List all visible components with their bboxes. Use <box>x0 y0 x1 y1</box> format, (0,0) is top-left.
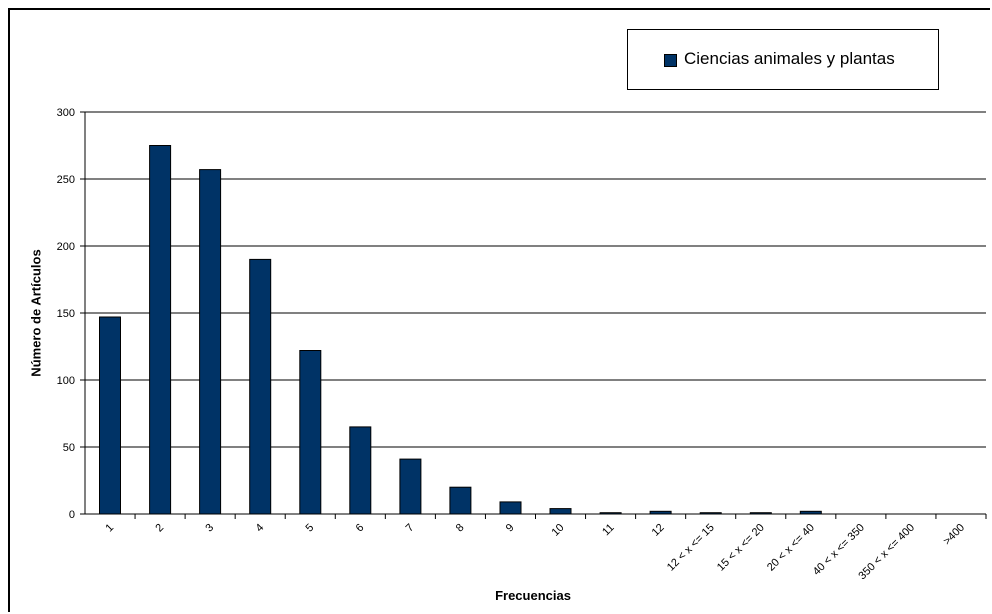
x-tick-label: 15 < x <= 20 <box>715 522 767 574</box>
legend: Ciencias animales y plantas <box>627 29 939 90</box>
y-tick-label: 50 <box>63 442 75 454</box>
bar <box>299 350 322 515</box>
x-axis-title: Frecuencias <box>495 588 571 603</box>
y-tick-label: 300 <box>57 107 75 119</box>
x-tick-label: 8 <box>454 522 467 535</box>
y-tick-label: 200 <box>57 241 75 253</box>
x-tick-label: 1 <box>103 522 116 535</box>
y-tick-labels: 0 50 100 150 200 250 300 <box>57 107 75 521</box>
x-tick-label: 11 <box>600 522 617 539</box>
bar <box>449 486 472 515</box>
y-tick-label: 100 <box>57 375 75 387</box>
chart-frame <box>8 8 990 612</box>
bar <box>349 426 372 515</box>
x-tick-label: >400 <box>941 522 967 548</box>
x-tick-label: 3 <box>203 522 216 535</box>
y-axis-title: Número de Artículos <box>28 249 44 377</box>
bar <box>199 169 222 515</box>
y-tick-label: 250 <box>57 174 75 186</box>
bar <box>399 458 422 515</box>
bar <box>249 258 272 515</box>
x-tick-label: 4 <box>253 522 266 535</box>
x-tick-label: 6 <box>354 522 367 535</box>
y-tick-label: 150 <box>57 308 75 320</box>
x-tick-label: 2 <box>153 522 166 535</box>
x-tick-label: 9 <box>504 522 517 535</box>
legend-label: Ciencias animales y plantas <box>684 49 895 68</box>
bars <box>99 145 822 515</box>
x-tick-label: 5 <box>304 522 317 535</box>
x-tick-label: 20 < x <= 40 <box>765 522 817 574</box>
y-tick-label: 0 <box>69 509 75 521</box>
bar <box>549 508 572 515</box>
x-tick-label: 12 <box>650 522 667 539</box>
bar <box>149 145 172 515</box>
bar <box>499 501 522 515</box>
legend-swatch <box>664 54 677 67</box>
x-tick-label: 7 <box>404 522 417 535</box>
gridlines <box>85 111 986 448</box>
x-tick-label: 40 < x <= 350 <box>811 522 867 578</box>
x-tick-label: 10 <box>550 522 567 539</box>
axes <box>80 111 987 519</box>
x-tick-label: 12 < x <= 15 <box>665 522 717 574</box>
bar <box>99 316 121 515</box>
